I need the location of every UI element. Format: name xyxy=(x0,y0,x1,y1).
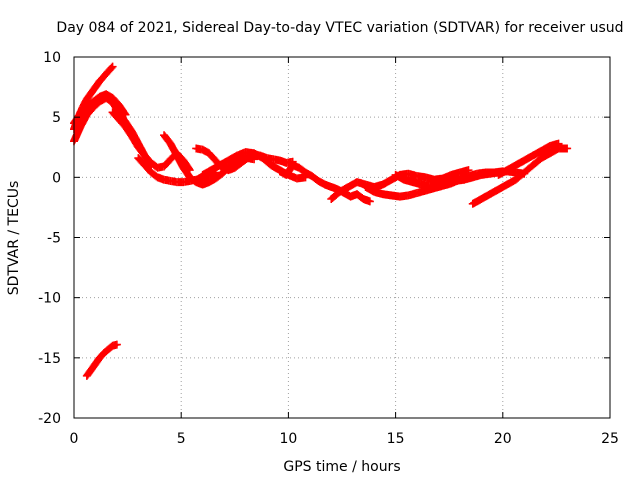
satellite-arc-3 xyxy=(70,90,130,128)
x-tick-label: 20 xyxy=(494,431,512,447)
satellite-arc-15 xyxy=(82,340,121,380)
chart-title: Day 084 of 2021, Sidereal Day-to-day VTE… xyxy=(56,20,623,36)
y-tick-label: 5 xyxy=(52,110,61,126)
plot-frame xyxy=(73,56,611,419)
axis-ticks: 0 5 10 15 20 25 10 5 0 -5 -10 -15 -20 xyxy=(38,50,619,447)
y-axis-label: SDTVAR / TECUs xyxy=(6,181,22,296)
x-tick-label: 5 xyxy=(177,431,186,447)
x-axis-label: GPS time / hours xyxy=(283,459,400,475)
y-tick-label: 10 xyxy=(43,50,61,66)
y-tick-label: -20 xyxy=(38,411,61,427)
x-tick-label: 25 xyxy=(601,431,619,447)
satellite-arc-13 xyxy=(468,144,572,208)
data-trail xyxy=(495,140,562,179)
grid xyxy=(74,57,610,418)
y-tick-label: -15 xyxy=(38,351,61,367)
y-tick-label: -5 xyxy=(47,231,61,247)
satellite-arc-14 xyxy=(494,139,563,179)
x-tick-label: 0 xyxy=(70,431,79,447)
data-series xyxy=(70,62,572,380)
data-trail xyxy=(83,341,120,379)
data-trail xyxy=(328,166,472,202)
satellite-arc-10 xyxy=(327,166,473,203)
x-tick-label: 10 xyxy=(279,431,297,447)
y-tick-label: 0 xyxy=(52,170,61,186)
data-trail xyxy=(470,144,570,208)
y-tick-label: -10 xyxy=(38,291,61,307)
x-tick-label: 15 xyxy=(387,431,405,447)
